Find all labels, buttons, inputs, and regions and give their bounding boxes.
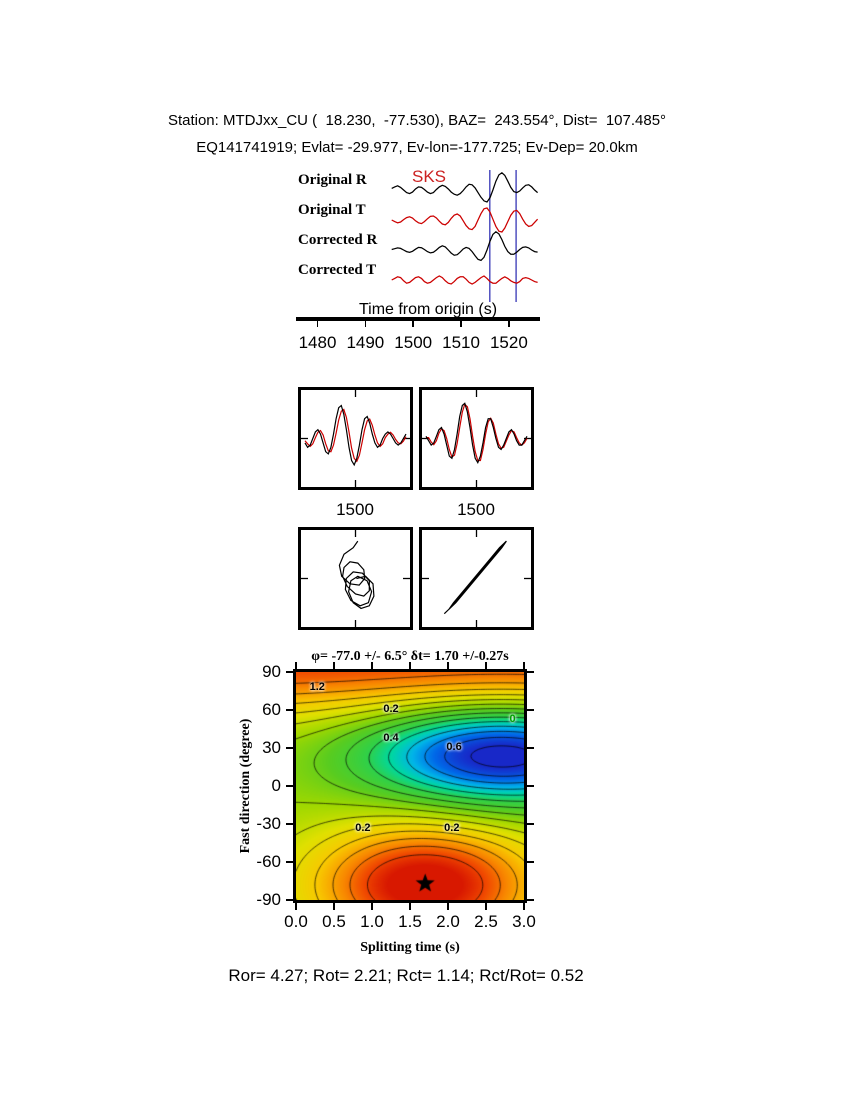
time-axis-tick	[460, 321, 462, 327]
y-axis-tick	[286, 823, 293, 825]
y-axis-tick	[286, 747, 293, 749]
y-axis-tick	[527, 899, 534, 901]
y-axis-tick-label: 60	[262, 700, 281, 719]
contour-label: 0.4	[383, 731, 399, 744]
y-axis-tick-label: -90	[256, 890, 281, 909]
x-axis-tick	[409, 662, 411, 669]
time-axis-tick	[508, 321, 510, 327]
waveform-panel-corrected	[419, 387, 534, 490]
error-surface-map	[296, 672, 524, 900]
particle-motion-corrected-plot	[422, 530, 531, 627]
x-axis-tick	[295, 903, 297, 910]
trace-label-original-t: Original T	[298, 202, 366, 218]
time-axis-tick-label: 1520	[489, 333, 528, 352]
y-axis-tick-label: 90	[262, 662, 281, 681]
trace-label-corrected-r: Corrected R	[298, 232, 378, 248]
y-axis-tick-label: -60	[256, 852, 281, 871]
x-axis-tick	[371, 903, 373, 910]
component-trace	[304, 404, 407, 467]
seismogram-plot	[391, 170, 539, 302]
contour-label: 0.2	[444, 821, 460, 834]
particle-motion-panel-original	[298, 527, 413, 630]
panel-left-tick-label: 1500	[336, 500, 374, 519]
y-axis-tick	[286, 861, 293, 863]
x-axis-tick	[333, 662, 335, 669]
particle-motion-path	[443, 540, 507, 615]
y-axis-tick	[286, 671, 293, 673]
y-axis-tick	[527, 671, 534, 673]
x-axis-tick	[523, 662, 525, 669]
component-trace	[426, 403, 528, 462]
x-axis-tick-label: 2.5	[474, 912, 498, 931]
x-axis-tick-label: 2.0	[436, 912, 460, 931]
particle-motion-panel-corrected	[419, 527, 534, 630]
y-axis-tick	[527, 861, 534, 863]
y-axis-tick-label: 0	[271, 776, 281, 795]
x-axis-tick-label: 1.5	[398, 912, 422, 931]
splitting-result-title: φ= -77.0 +/- 6.5° δt= 1.70 +/-0.27s	[311, 649, 509, 664]
x-axis-tick-label: 0.5	[322, 912, 346, 931]
time-axis-tick-label: 1480	[298, 333, 337, 352]
particle-motion-path	[338, 540, 375, 610]
y-axis-tick	[286, 709, 293, 711]
contour-label: 1.2	[309, 681, 325, 694]
x-axis-tick-label: 1.0	[360, 912, 384, 931]
y-axis-tick	[527, 823, 534, 825]
x-axis-tick	[485, 662, 487, 669]
waveform-panel-original-plot	[301, 390, 410, 487]
y-axis-tick	[286, 785, 293, 787]
x-axis-tick	[371, 662, 373, 669]
time-axis-tick-label: 1490	[346, 333, 385, 352]
time-axis-tick	[364, 321, 367, 327]
time-axis-bar	[296, 317, 540, 321]
contour-label: 0.2	[383, 702, 399, 715]
phase-label-sks: SKS	[412, 167, 447, 186]
x-axis-tick	[447, 662, 449, 669]
y-axis-tick	[527, 747, 534, 749]
y-axis-tick-label: -30	[256, 814, 281, 833]
x-axis-tick	[447, 903, 449, 910]
y-axis-tick	[527, 709, 534, 711]
x-axis-tick-label: 3.0	[512, 912, 536, 931]
x-axis-tick-label: 0.0	[284, 912, 308, 931]
panel-right-tick-label: 1500	[457, 500, 495, 519]
y-axis-tick-label: 30	[262, 738, 281, 757]
contour-label: 0	[509, 712, 516, 725]
seismogram-trace	[391, 275, 538, 285]
x-axis-tick	[409, 903, 411, 910]
time-axis-label: Time from origin (s)	[358, 301, 498, 318]
trace-label-corrected-t: Corrected T	[298, 262, 377, 278]
y-axis-tick	[527, 785, 534, 787]
time-axis-tick-label: 1500	[394, 333, 433, 352]
contour-label: 0.6	[446, 740, 462, 753]
statistics-footer: Ror= 4.27; Rot= 2.21; Rct= 1.14; Rct/Rot…	[228, 966, 584, 985]
time-axis-tick-label: 1510	[442, 333, 480, 352]
particle-motion-original-plot	[301, 530, 410, 627]
waveform-panel-corrected-plot	[422, 390, 531, 487]
component-trace	[425, 402, 528, 465]
station-info-header: Station: MTDJxx_CU ( 18.230, -77.530), B…	[167, 112, 667, 129]
seismogram-trace	[391, 231, 538, 262]
x-axis-tick	[295, 662, 297, 669]
x-axis-tick	[333, 903, 335, 910]
seismogram-trace	[391, 207, 539, 233]
x-axis-label: Splitting time (s)	[360, 940, 460, 955]
seismogram-trace	[391, 172, 539, 203]
event-info-header: EQ141741919; Evlat= -29.977, Ev-lon=-177…	[196, 139, 638, 156]
x-axis-tick	[485, 903, 487, 910]
x-axis-tick	[523, 903, 525, 910]
y-axis-tick	[286, 899, 293, 901]
trace-label-original-r: Original R	[298, 172, 367, 188]
time-axis-tick	[316, 321, 319, 327]
contour-label: 0.2	[355, 821, 371, 834]
waveform-panel-original	[298, 387, 413, 490]
time-axis-tick	[412, 321, 414, 327]
